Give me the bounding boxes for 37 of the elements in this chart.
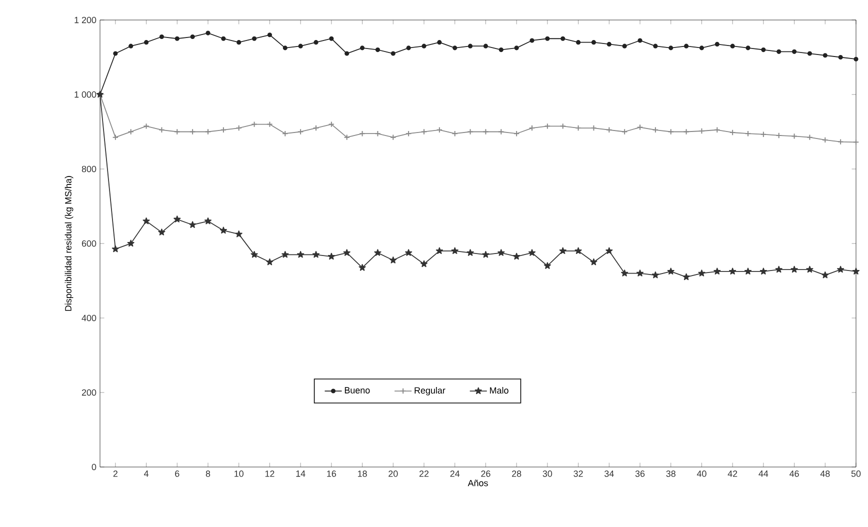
x-tick-label: 36 [635, 470, 645, 477]
x-tick-label: 4 [144, 470, 149, 477]
x-tick-label: 28 [512, 470, 522, 477]
x-tick-label: 32 [574, 470, 583, 477]
x-tick-label: 44 [758, 470, 768, 477]
y-tick-label: 800 [82, 166, 96, 172]
x-tick-label: 48 [820, 470, 830, 477]
x-tick-label: 20 [388, 470, 398, 477]
x-tick-label: 46 [790, 470, 799, 477]
x-tick-label: 24 [450, 470, 460, 477]
x-tick-label: 22 [419, 470, 429, 477]
legend-label: Regular [414, 387, 446, 396]
y-tick-label: 0 [92, 464, 96, 470]
x-tick-label: 42 [728, 470, 738, 477]
y-tick-label: 600 [82, 240, 96, 247]
y-tick-label: 200 [82, 389, 96, 396]
x-tick-label: 30 [542, 470, 552, 477]
x-tick-label: 16 [327, 470, 336, 477]
y-tick-label: 400 [82, 314, 96, 322]
x-axis-title: Años [468, 480, 488, 486]
x-tick-label: 26 [481, 470, 490, 477]
y-tick-label: 1 200 [74, 16, 96, 24]
x-tick-label: 8 [206, 470, 210, 477]
x-tick-label: 12 [265, 470, 274, 477]
y-axis-title: Disponibilidad residual (kg MS/ha) [64, 176, 74, 311]
y-tick-label: 1 000 [74, 91, 96, 98]
x-tick-label: 2 [113, 470, 118, 477]
x-tick-label: 6 [175, 470, 180, 477]
x-tick-label: 14 [296, 470, 306, 477]
x-tick-label: 50 [851, 470, 861, 477]
x-tick-label: 10 [234, 470, 244, 477]
legend-label: Malo [490, 387, 508, 394]
x-tick-label: 40 [696, 470, 706, 477]
x-tick-label: 34 [604, 470, 614, 477]
x-tick-label: 38 [666, 470, 676, 477]
legend-label: Bueno [344, 387, 370, 394]
x-tick-label: 18 [358, 470, 367, 477]
